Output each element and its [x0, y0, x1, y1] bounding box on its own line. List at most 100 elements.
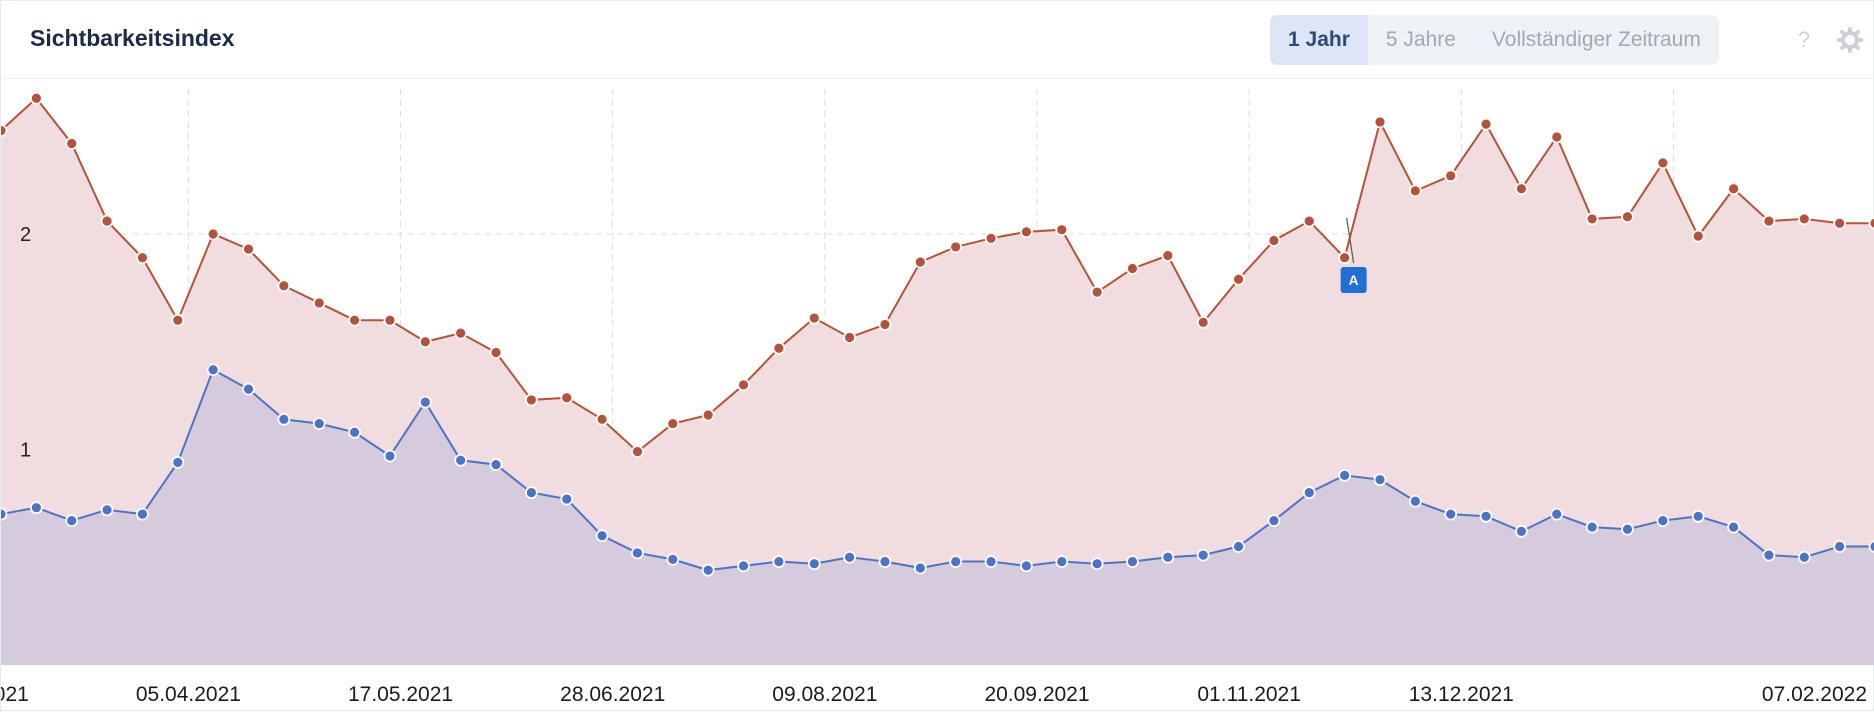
series-2-point	[1127, 556, 1138, 567]
series-2-point	[1516, 526, 1527, 537]
series-1-point	[278, 280, 289, 291]
series-1-point	[1162, 250, 1173, 261]
x-tick-label: 05.04.2021	[136, 683, 241, 706]
series-1-point	[137, 252, 148, 263]
series-2-point	[1481, 511, 1492, 522]
series-2-point	[1021, 560, 1032, 571]
series-2-point	[1162, 552, 1173, 563]
series-2-point	[1056, 556, 1067, 567]
series-2-point	[1551, 509, 1562, 520]
series-1-point	[667, 418, 678, 429]
x-tick-label: 01.11.2021	[1197, 683, 1301, 706]
x-tick-label: 28.06.2021	[560, 683, 665, 706]
x-tick-label: 08.02.2021	[1, 683, 29, 706]
series-1-point	[1728, 183, 1739, 194]
series-2-point	[208, 364, 219, 375]
series-1-point	[986, 233, 997, 244]
series-1-point	[172, 315, 183, 326]
series-1-point	[1374, 116, 1385, 127]
series-2-point	[1092, 558, 1103, 569]
series-2-point	[1799, 552, 1810, 563]
series-1-point	[1092, 287, 1103, 298]
series-1-point	[950, 241, 961, 252]
series-2-point	[172, 457, 183, 468]
series-2-point	[1, 509, 7, 520]
series-2-point	[455, 455, 466, 466]
series-1-point	[844, 332, 855, 343]
annotation-label: A	[1349, 272, 1359, 288]
series-2-point	[66, 515, 77, 526]
series-2-point	[703, 565, 714, 576]
series-1-point	[384, 315, 395, 326]
series-2-point	[844, 552, 855, 563]
series-1-point	[349, 315, 360, 326]
series-2-point	[738, 560, 749, 571]
x-tick-label: 20.09.2021	[984, 683, 1089, 706]
series-2-point	[102, 504, 113, 515]
series-2-point	[1198, 550, 1209, 561]
series-1-point	[1198, 317, 1209, 328]
series-2-point	[1693, 511, 1704, 522]
series-1-point	[1304, 216, 1315, 227]
series-1-point	[31, 93, 42, 104]
series-1-point	[1021, 226, 1032, 237]
series-1-point	[1339, 252, 1350, 263]
series-1-point	[66, 138, 77, 149]
series-2-point	[314, 418, 325, 429]
series-2-point	[31, 502, 42, 513]
series-1-point	[491, 347, 502, 358]
series-2-point	[1339, 470, 1350, 481]
x-tick-label: 09.08.2021	[772, 683, 877, 706]
series-1-point	[915, 257, 926, 268]
x-tick-label: 07.02.2022	[1762, 683, 1867, 706]
series-1-point	[1551, 132, 1562, 143]
series-2-point	[986, 556, 997, 567]
series-2-point	[561, 494, 572, 505]
series-1-point	[561, 392, 572, 403]
series-2-point	[1728, 522, 1739, 533]
series-2-point	[349, 427, 360, 438]
series-2-point	[384, 450, 395, 461]
series-2-point	[1587, 522, 1598, 533]
series-2-point	[597, 530, 608, 541]
series-1-point	[1622, 211, 1633, 222]
series-1-point	[1657, 157, 1668, 168]
series-2-point	[243, 384, 254, 395]
series-1-point	[420, 336, 431, 347]
series-1-point	[526, 394, 537, 405]
x-tick-label: 13.12.2021	[1409, 683, 1514, 706]
series-2-point	[950, 556, 961, 567]
series-2-point	[1374, 474, 1385, 485]
series-1-point	[102, 216, 113, 227]
series-2-point	[1622, 524, 1633, 535]
series-1-point	[632, 446, 643, 457]
series-2-point	[1233, 541, 1244, 552]
series-2-point	[278, 414, 289, 425]
series-1-point	[1445, 170, 1456, 181]
series-2-point	[137, 509, 148, 520]
series-1-point	[1834, 218, 1845, 229]
series-2-point	[773, 556, 784, 567]
series-2-point	[632, 547, 643, 558]
series-1-point	[455, 328, 466, 339]
series-2-point	[879, 556, 890, 567]
x-tick-label: 17.05.2021	[348, 683, 453, 706]
series-1-point	[243, 244, 254, 255]
series-1-point	[314, 297, 325, 308]
series-1-point	[1516, 183, 1527, 194]
series-1-point	[1870, 218, 1874, 229]
series-1-point	[1799, 213, 1810, 224]
series-2-point	[667, 554, 678, 565]
chart-areas	[1, 98, 1874, 665]
series-1-point	[703, 410, 714, 421]
series-2-point	[1410, 496, 1421, 507]
series-1-point	[1233, 274, 1244, 285]
series-1-point	[1410, 185, 1421, 196]
series-2-point	[1657, 515, 1668, 526]
series-1-point	[738, 379, 749, 390]
series-2-point	[809, 558, 820, 569]
series-1-point	[597, 414, 608, 425]
series-1-point	[1127, 263, 1138, 274]
